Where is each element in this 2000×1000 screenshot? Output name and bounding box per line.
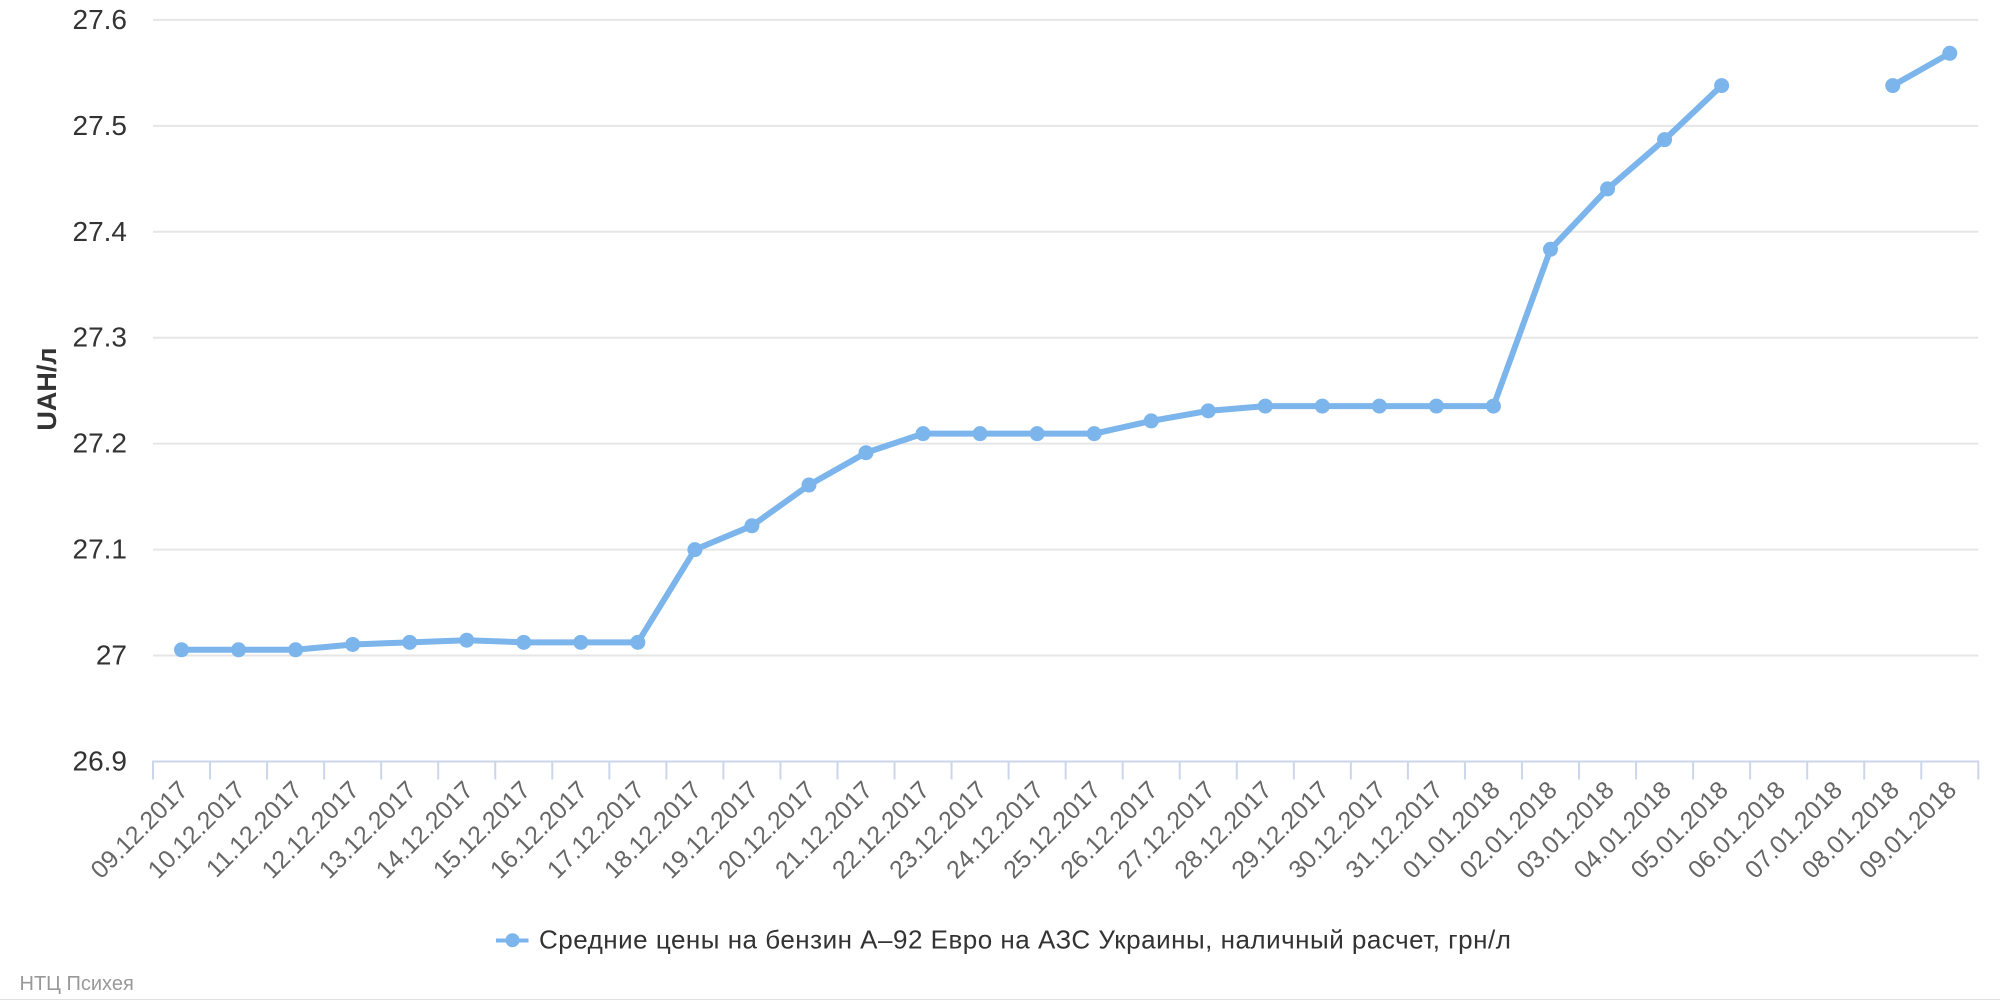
svg-text:27.5: 27.5: [73, 110, 128, 141]
svg-text:27.2: 27.2: [73, 428, 128, 459]
svg-text:Средние цены на бензин А–92 Ев: Средние цены на бензин А–92 Евро на АЗС …: [539, 925, 1511, 955]
svg-text:UAH/л: UAH/л: [32, 347, 62, 430]
svg-text:27: 27: [96, 640, 127, 671]
svg-text:27.1: 27.1: [73, 534, 128, 565]
svg-text:НТЦ Психея: НТЦ Психея: [20, 973, 134, 995]
svg-text:27.3: 27.3: [73, 322, 128, 353]
svg-text:27.4: 27.4: [73, 216, 128, 247]
svg-text:26.9: 26.9: [73, 746, 128, 777]
svg-text:27.6: 27.6: [73, 4, 128, 35]
